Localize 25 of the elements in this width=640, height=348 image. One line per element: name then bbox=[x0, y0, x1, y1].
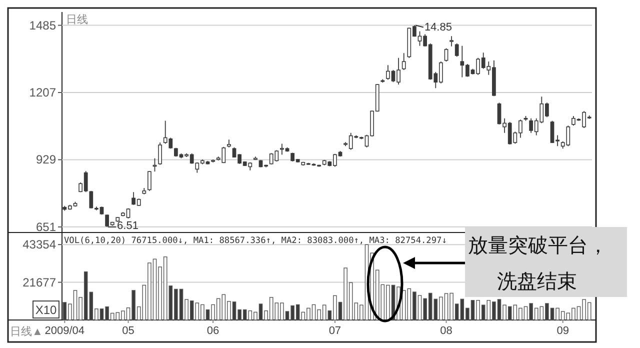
annotation: 14.85 bbox=[424, 21, 452, 34]
y-tick-label: 651 bbox=[36, 220, 56, 234]
candlestick bbox=[402, 52, 406, 70]
x-tick-label: 09 bbox=[556, 325, 569, 337]
candlestick bbox=[148, 170, 152, 192]
text: X10 bbox=[35, 303, 57, 317]
y-tick-label: 1485 bbox=[29, 18, 56, 32]
candlestick bbox=[454, 42, 459, 58]
annotation: 6.51 bbox=[117, 220, 138, 232]
annotation: 日线 bbox=[66, 13, 88, 26]
candlestick bbox=[450, 36, 454, 47]
annotation: 放量突破平台，洗盘结束 bbox=[468, 233, 608, 293]
x-tick-label: 06 bbox=[206, 325, 220, 337]
annotation: VOL(6,10,20) 76715.000↓, MA1: 88567.336↑, MA2: 83083.000↑, MA3: 82754.297↓ bbox=[64, 236, 447, 246]
candlestick bbox=[158, 142, 162, 166]
y-tick-label: 21677 bbox=[22, 275, 56, 290]
y-tick-label: 43354 bbox=[22, 238, 56, 252]
y-tick-label: 929 bbox=[36, 152, 56, 167]
x-tick-label: 07 bbox=[328, 325, 342, 337]
x-tick-label: 05 bbox=[122, 325, 134, 337]
y-tick-label: 1207 bbox=[29, 86, 56, 100]
x-tick-label: 2009/04 bbox=[44, 325, 85, 337]
candlestick bbox=[444, 48, 448, 62]
text: 日线▲ bbox=[10, 325, 43, 338]
x-tick-label: 08 bbox=[440, 325, 452, 337]
